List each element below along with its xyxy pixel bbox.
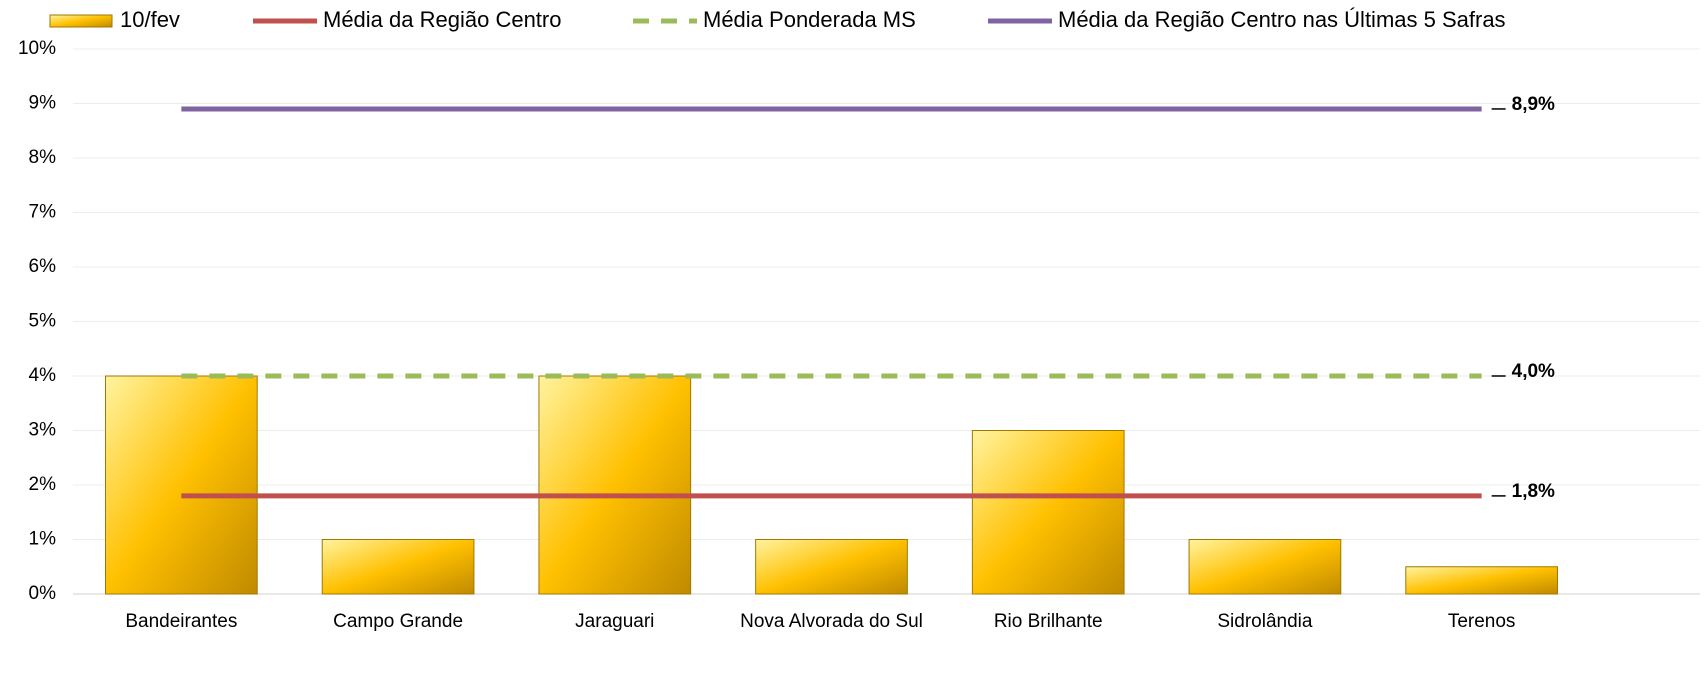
legend-swatch bbox=[49, 14, 113, 28]
y-tick-label: 9% bbox=[29, 93, 57, 114]
y-tick-label: 7% bbox=[29, 202, 57, 223]
y-tick-label: 8% bbox=[29, 147, 57, 168]
grid: 0% 1% 2% 3% 4% 5% 6% 7% 8% 9% 10% Bandeirantes Campo… bbox=[18, 38, 1700, 632]
bar bbox=[321, 539, 475, 595]
y-tick-label: 0% bbox=[29, 583, 57, 604]
value-label: 8,9% bbox=[1512, 94, 1555, 115]
y-tick-label: 4% bbox=[29, 365, 57, 386]
x-tick-label: Terenos bbox=[1448, 611, 1516, 632]
x-tick-label: Rio Brilhante bbox=[994, 611, 1103, 632]
bar bbox=[1405, 566, 1558, 595]
legend-label: 10/fev bbox=[120, 7, 180, 32]
x-tick-label: Bandeirantes bbox=[125, 611, 237, 632]
bar bbox=[971, 430, 1125, 595]
x-tick-label: Jaraguari bbox=[575, 611, 654, 632]
bar bbox=[538, 375, 692, 595]
legend-label: Média da Região Centro bbox=[323, 7, 561, 32]
y-tick-label: 2% bbox=[29, 474, 57, 495]
y-tick-label: 6% bbox=[29, 256, 57, 277]
y-tick-label: 10% bbox=[18, 38, 56, 59]
value-label: 4,0% bbox=[1512, 361, 1555, 382]
value-label: 1,8% bbox=[1512, 481, 1555, 502]
x-tick-label: Campo Grande bbox=[333, 611, 463, 632]
bar bbox=[1188, 539, 1342, 595]
x-tick-label: Nova Alvorada do Sul bbox=[740, 611, 923, 632]
bar bbox=[755, 539, 908, 595]
marks: 1,8% 4,0% 8,9% bbox=[105, 94, 1558, 595]
y-tick-label: 3% bbox=[29, 420, 57, 441]
legend: 10/fev Média da Região Centro Média Ponder… bbox=[49, 7, 1506, 32]
bar bbox=[105, 375, 258, 595]
y-tick-label: 5% bbox=[29, 311, 57, 332]
legend-label: Média da Região Centro nas Últimas 5 Saf… bbox=[1058, 7, 1506, 32]
legend-label: Média Ponderada MS bbox=[703, 7, 916, 32]
y-tick-label: 1% bbox=[29, 529, 57, 550]
x-tick-label: Sidrolândia bbox=[1217, 611, 1312, 632]
